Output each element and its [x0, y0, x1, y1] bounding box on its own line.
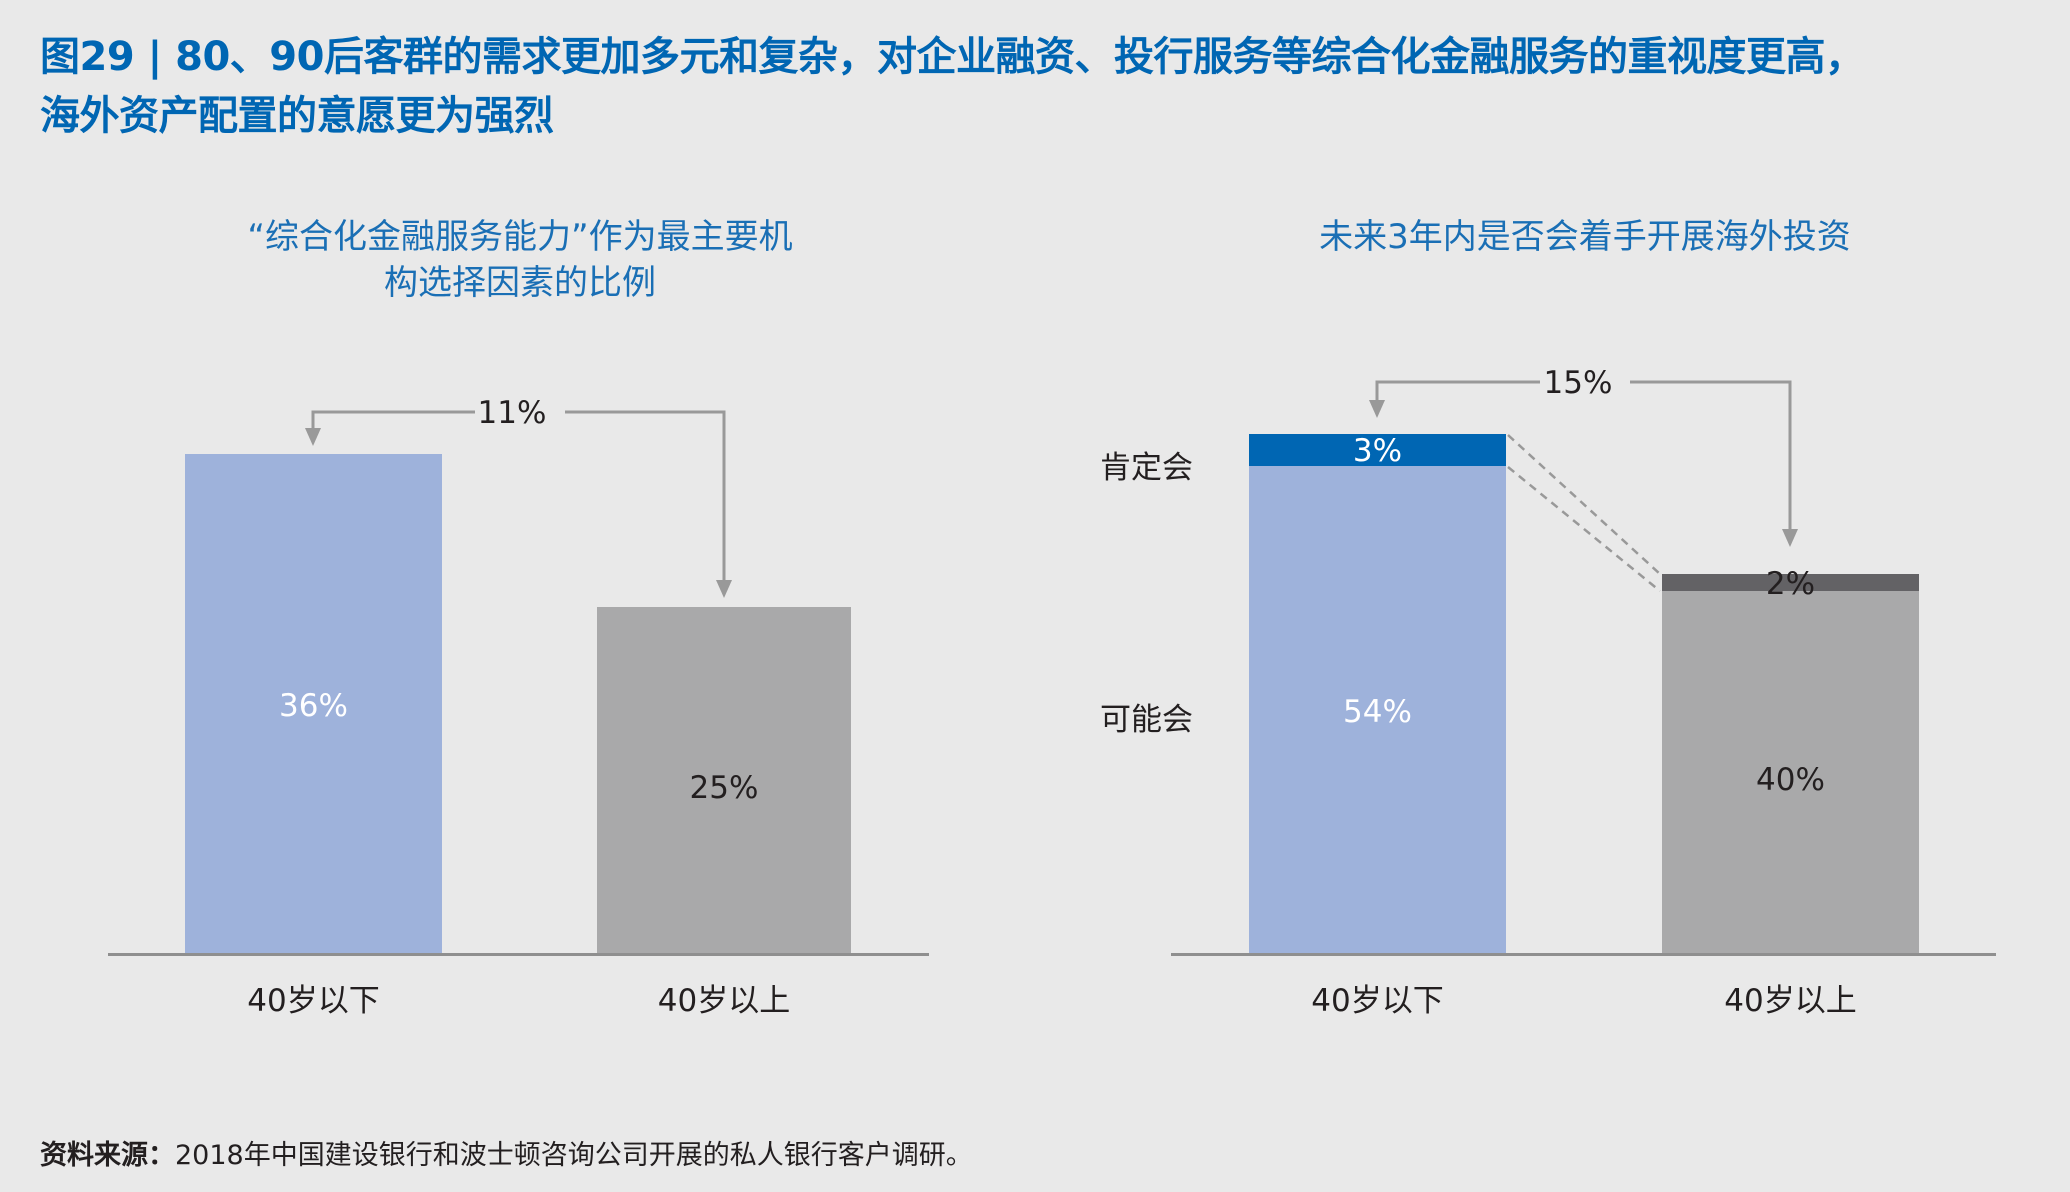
- source-note: 资料来源：2018年中国建设银行和波士顿咨询公司开展的私人银行客户调研。: [40, 1133, 973, 1172]
- series-label-definitely: 肯定会: [1100, 450, 1193, 486]
- figure-title: 图29 | 80、90后客群的需求更加多元和复杂，对企业融资、投行服务等综合化金…: [40, 28, 2050, 146]
- dashed-connector-top: [1507, 434, 1661, 575]
- right-difference-label: 15%: [1543, 365, 1613, 401]
- x-label-under-40-right: 40岁以下: [1311, 983, 1444, 1019]
- arrowhead-icon: [1782, 529, 1798, 547]
- bar-under-40-definitely: [1249, 434, 1506, 466]
- x-label-over-40-right: 40岁以上: [1724, 983, 1857, 1019]
- left-x-axis: [108, 953, 929, 956]
- bar-over-40-maybe: [1662, 591, 1919, 954]
- right-x-axis: [1171, 953, 1996, 956]
- dashed-connector-bottom: [1507, 466, 1661, 592]
- value-under-40-definitely: 3%: [1352, 433, 1403, 469]
- left-chart-title-line-2: 构选择因素的比例: [384, 263, 656, 303]
- figure-title-line-1: 图29 | 80、90后客群的需求更加多元和复杂，对企业融资、投行服务等综合化金…: [40, 34, 1865, 80]
- bar-over-40: [597, 607, 851, 954]
- arrowhead-icon: [305, 428, 321, 446]
- value-under-40-maybe: 54%: [1343, 694, 1412, 730]
- left-chart-title: “综合化金融服务能力”作为最主要机 构选择因素的比例: [150, 214, 890, 306]
- left-chart-title-line-1: “综合化金融服务能力”作为最主要机: [247, 217, 793, 257]
- right-arrow-to-under-40: [1375, 380, 1540, 404]
- bar-under-40-maybe: [1249, 466, 1506, 954]
- bar-value-over-40: 25%: [689, 770, 759, 806]
- left-arrow-to-under-40: [311, 410, 475, 432]
- arrowhead-icon: [1369, 400, 1385, 418]
- value-over-40-maybe: 40%: [1756, 762, 1825, 798]
- bar-under-40: [185, 454, 442, 954]
- left-arrow-to-over-40: [565, 410, 726, 586]
- arrowhead-icon: [716, 580, 732, 598]
- source-label: 资料来源：: [40, 1140, 175, 1171]
- bar-value-under-40: 36%: [279, 688, 348, 724]
- x-label-over-40: 40岁以上: [657, 983, 791, 1019]
- right-arrow-to-over-40: [1630, 380, 1792, 530]
- value-over-40-definitely: 2%: [1765, 566, 1816, 602]
- x-label-under-40: 40岁以下: [247, 983, 380, 1019]
- bar-over-40-definitely: [1662, 574, 1919, 591]
- source-text: 2018年中国建设银行和波士顿咨询公司开展的私人银行客户调研。: [175, 1140, 973, 1171]
- series-label-maybe: 可能会: [1100, 702, 1193, 738]
- figure-title-line-2: 海外资产配置的意愿更为强烈: [40, 93, 554, 139]
- left-difference-label: 11%: [477, 395, 547, 431]
- right-chart-title: 未来3年内是否会着手开展海外投资: [1319, 217, 1851, 257]
